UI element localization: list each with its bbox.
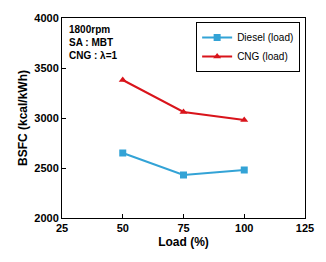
svg-text:Diesel (load): Diesel (load)	[237, 32, 293, 43]
svg-text:4000: 4000	[34, 12, 58, 24]
svg-text:2500: 2500	[34, 162, 58, 174]
svg-text:1800rpmSA : MBTCNG : λ=1: 1800rpmSA : MBTCNG : λ=1	[69, 24, 118, 61]
svg-text:Load (%): Load (%)	[158, 235, 209, 249]
svg-text:2000: 2000	[34, 212, 58, 224]
svg-text:125: 125	[296, 222, 314, 234]
svg-text:75: 75	[177, 222, 189, 234]
svg-text:50: 50	[117, 222, 129, 234]
svg-text:BSFC (kcal/kWh): BSFC (kcal/kWh)	[16, 70, 30, 166]
svg-text:25: 25	[56, 222, 68, 234]
svg-text:100: 100	[235, 222, 253, 234]
svg-text:CNG (load): CNG (load)	[237, 51, 288, 62]
svg-text:3500: 3500	[34, 62, 58, 74]
svg-text:3000: 3000	[34, 112, 58, 124]
